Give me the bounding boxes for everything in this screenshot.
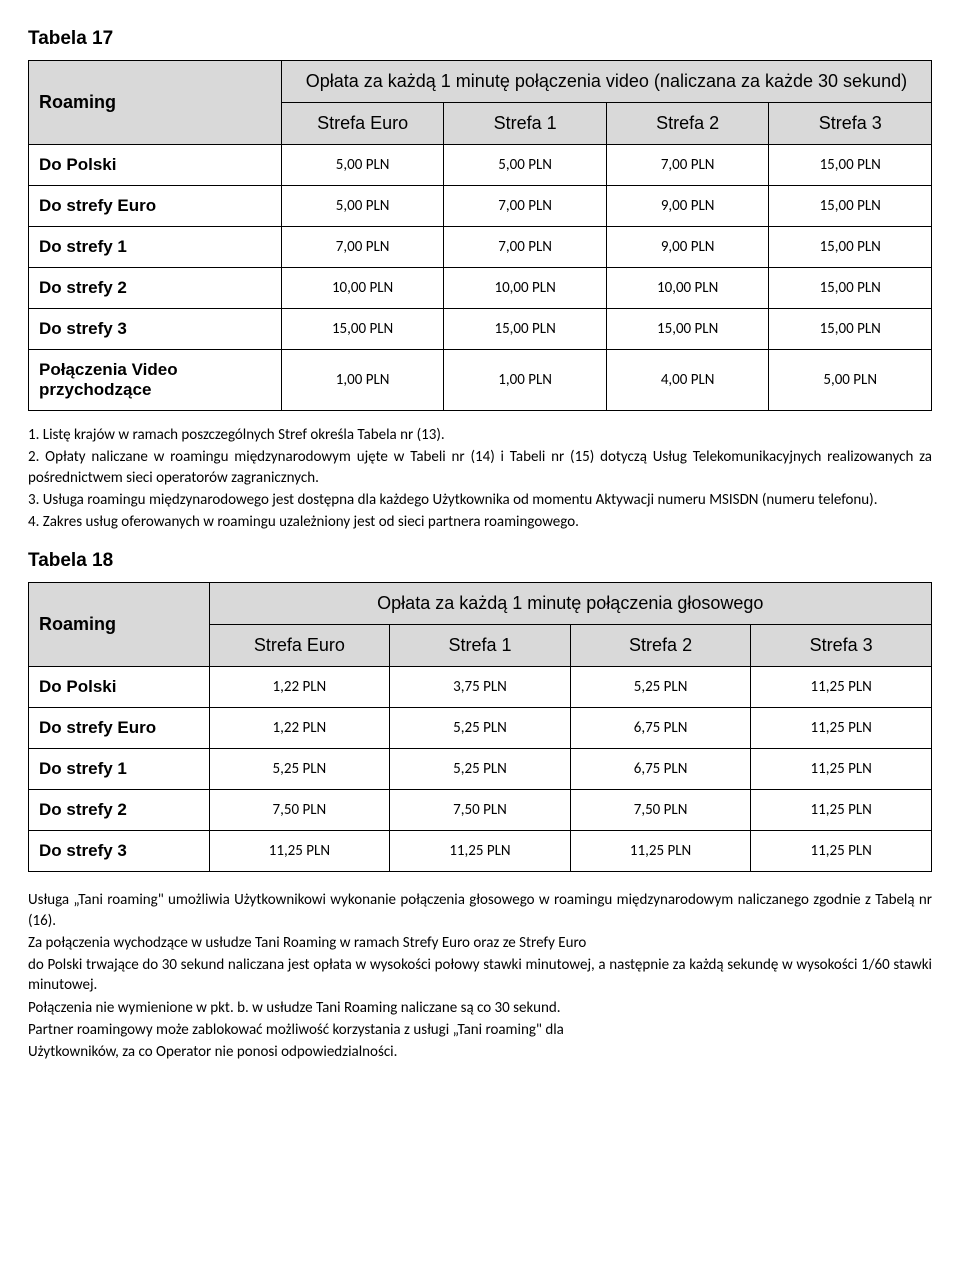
table17: Roaming Opłata za każdą 1 minutę połącze… bbox=[28, 60, 932, 411]
cell: 9,00 PLN bbox=[606, 227, 769, 268]
cell: 6,75 PLN bbox=[570, 749, 751, 790]
cell: 11,25 PLN bbox=[751, 749, 932, 790]
table-row: Do strefy 15,25 PLN5,25 PLN6,75 PLN11,25… bbox=[29, 749, 932, 790]
table17-roaming-header: Roaming bbox=[29, 61, 282, 145]
cell: 5,00 PLN bbox=[281, 145, 444, 186]
cell: 10,00 PLN bbox=[444, 268, 607, 309]
table18-zone-1: Strefa 1 bbox=[390, 625, 571, 667]
cell: 5,00 PLN bbox=[281, 186, 444, 227]
table18-roaming-header: Roaming bbox=[29, 583, 210, 667]
paragraph: do Polski trwające do 30 sekund naliczan… bbox=[28, 955, 932, 996]
paragraph: Za połączenia wychodzące w usłudze Tani … bbox=[28, 933, 932, 953]
paragraph: 3. Usługa roamingu międzynarodowego jest… bbox=[28, 490, 932, 510]
cell: 7,00 PLN bbox=[606, 145, 769, 186]
cell: 15,00 PLN bbox=[769, 309, 932, 350]
cell: 9,00 PLN bbox=[606, 186, 769, 227]
cell: 6,75 PLN bbox=[570, 708, 751, 749]
row-label: Do strefy Euro bbox=[29, 186, 282, 227]
row-label: Do strefy 2 bbox=[29, 790, 210, 831]
paragraph: 1. Listę krajów w ramach poszczególnych … bbox=[28, 425, 932, 445]
cell: 5,00 PLN bbox=[444, 145, 607, 186]
table-row: Do strefy 311,25 PLN11,25 PLN11,25 PLN11… bbox=[29, 831, 932, 872]
table18: Roaming Opłata za każdą 1 minutę połącze… bbox=[28, 582, 932, 872]
notes-17: 1. Listę krajów w ramach poszczególnych … bbox=[28, 425, 932, 532]
row-label: Do strefy 3 bbox=[29, 831, 210, 872]
cell: 7,50 PLN bbox=[570, 790, 751, 831]
after-18: Usługa „Tani roaming" umożliwia Użytkown… bbox=[28, 890, 932, 1062]
table-row: Do strefy Euro1,22 PLN5,25 PLN6,75 PLN11… bbox=[29, 708, 932, 749]
row-label: Do strefy 3 bbox=[29, 309, 282, 350]
cell: 5,25 PLN bbox=[390, 708, 571, 749]
paragraph: Usługa „Tani roaming" umożliwia Użytkown… bbox=[28, 890, 932, 931]
cell: 15,00 PLN bbox=[444, 309, 607, 350]
cell: 11,25 PLN bbox=[751, 831, 932, 872]
table-row: Do strefy 315,00 PLN15,00 PLN15,00 PLN15… bbox=[29, 309, 932, 350]
table18-zone-3: Strefa 3 bbox=[751, 625, 932, 667]
cell: 15,00 PLN bbox=[769, 268, 932, 309]
cell: 5,25 PLN bbox=[209, 749, 390, 790]
cell: 11,25 PLN bbox=[751, 667, 932, 708]
cell: 7,50 PLN bbox=[390, 790, 571, 831]
cell: 7,00 PLN bbox=[281, 227, 444, 268]
table-row: Połączenia Video przychodzące1,00 PLN1,0… bbox=[29, 350, 932, 411]
cell: 10,00 PLN bbox=[281, 268, 444, 309]
cell: 15,00 PLN bbox=[606, 309, 769, 350]
table17-label: Tabela 17 bbox=[28, 28, 932, 50]
cell: 11,25 PLN bbox=[751, 708, 932, 749]
table-row: Do strefy 17,00 PLN7,00 PLN9,00 PLN15,00… bbox=[29, 227, 932, 268]
row-label: Połączenia Video przychodzące bbox=[29, 350, 282, 411]
table18-body: Do Polski1,22 PLN3,75 PLN5,25 PLN11,25 P… bbox=[29, 667, 932, 872]
cell: 5,25 PLN bbox=[390, 749, 571, 790]
paragraph: 2. Opłaty naliczane w roamingu międzynar… bbox=[28, 447, 932, 488]
table18-title-header: Opłata za każdą 1 minutę połączenia głos… bbox=[209, 583, 931, 625]
table17-zone-0: Strefa Euro bbox=[281, 103, 444, 145]
table-row: Do strefy Euro5,00 PLN7,00 PLN9,00 PLN15… bbox=[29, 186, 932, 227]
table-row: Do strefy 210,00 PLN10,00 PLN10,00 PLN15… bbox=[29, 268, 932, 309]
row-label: Do strefy Euro bbox=[29, 708, 210, 749]
row-label: Do strefy 1 bbox=[29, 749, 210, 790]
cell: 1,22 PLN bbox=[209, 708, 390, 749]
table-row: Do strefy 27,50 PLN7,50 PLN7,50 PLN11,25… bbox=[29, 790, 932, 831]
cell: 1,22 PLN bbox=[209, 667, 390, 708]
table17-zone-1: Strefa 1 bbox=[444, 103, 607, 145]
cell: 11,25 PLN bbox=[751, 790, 932, 831]
cell: 4,00 PLN bbox=[606, 350, 769, 411]
cell: 7,00 PLN bbox=[444, 227, 607, 268]
table18-zone-0: Strefa Euro bbox=[209, 625, 390, 667]
table17-zone-2: Strefa 2 bbox=[606, 103, 769, 145]
table-row: Do Polski5,00 PLN5,00 PLN7,00 PLN15,00 P… bbox=[29, 145, 932, 186]
table18-label: Tabela 18 bbox=[28, 550, 932, 572]
row-label: Do strefy 2 bbox=[29, 268, 282, 309]
row-label: Do Polski bbox=[29, 667, 210, 708]
paragraph: Połączenia nie wymienione w pkt. b. w us… bbox=[28, 998, 932, 1018]
cell: 11,25 PLN bbox=[570, 831, 751, 872]
paragraph: Partner roamingowy może zablokować możli… bbox=[28, 1020, 932, 1040]
cell: 15,00 PLN bbox=[769, 227, 932, 268]
table-row: Do Polski1,22 PLN3,75 PLN5,25 PLN11,25 P… bbox=[29, 667, 932, 708]
table17-title-header: Opłata za każdą 1 minutę połączenia vide… bbox=[281, 61, 931, 103]
cell: 3,75 PLN bbox=[390, 667, 571, 708]
cell: 7,50 PLN bbox=[209, 790, 390, 831]
paragraph: 4. Zakres usług oferowanych w roamingu u… bbox=[28, 512, 932, 532]
cell: 7,00 PLN bbox=[444, 186, 607, 227]
cell: 11,25 PLN bbox=[209, 831, 390, 872]
cell: 15,00 PLN bbox=[769, 145, 932, 186]
row-label: Do strefy 1 bbox=[29, 227, 282, 268]
table17-body: Do Polski5,00 PLN5,00 PLN7,00 PLN15,00 P… bbox=[29, 145, 932, 411]
cell: 5,00 PLN bbox=[769, 350, 932, 411]
cell: 11,25 PLN bbox=[390, 831, 571, 872]
table18-zone-2: Strefa 2 bbox=[570, 625, 751, 667]
cell: 15,00 PLN bbox=[281, 309, 444, 350]
paragraph: Użytkowników, za co Operator nie ponosi … bbox=[28, 1042, 932, 1062]
cell: 10,00 PLN bbox=[606, 268, 769, 309]
cell: 5,25 PLN bbox=[570, 667, 751, 708]
cell: 1,00 PLN bbox=[444, 350, 607, 411]
cell: 1,00 PLN bbox=[281, 350, 444, 411]
table17-zone-3: Strefa 3 bbox=[769, 103, 932, 145]
row-label: Do Polski bbox=[29, 145, 282, 186]
cell: 15,00 PLN bbox=[769, 186, 932, 227]
